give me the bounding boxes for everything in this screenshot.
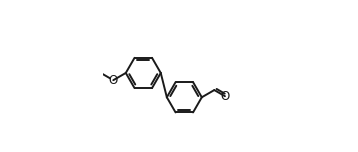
Text: O: O — [220, 90, 229, 103]
Text: O: O — [109, 74, 118, 87]
